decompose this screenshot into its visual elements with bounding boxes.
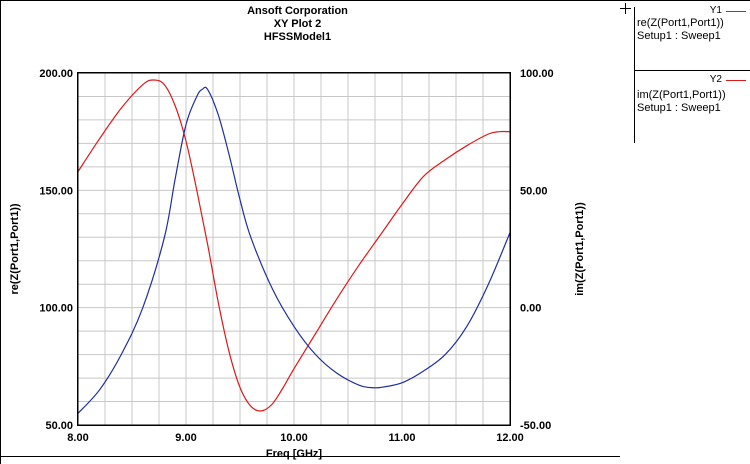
y-right-tick-label: -50.00 <box>520 420 551 432</box>
cursor-crosshair-icon-bar <box>620 8 631 9</box>
legend-entry-im[interactable]: im(Z(Port1,Port1)) Setup1 : Sweep1 <box>637 89 749 115</box>
legend-divider <box>635 70 750 71</box>
x-tick-label: 10.00 <box>280 432 308 444</box>
legend-panel[interactable]: Y1 re(Z(Port1,Port1)) Setup1 : Sweep1 Y2… <box>634 5 750 143</box>
legend-entry-re[interactable]: re(Z(Port1,Port1)) Setup1 : Sweep1 <box>637 17 749 43</box>
x-axis-title: Freq [GHz] <box>266 448 323 460</box>
legend-y1-swatch <box>726 11 746 12</box>
series-line-im <box>77 86 511 414</box>
x-tick-label: 12.00 <box>496 432 524 444</box>
y-right-tick-label: 100.00 <box>520 68 554 80</box>
y-left-tick-label: 200.00 <box>39 68 73 80</box>
x-tick-label: 8.00 <box>67 432 88 444</box>
legend-y2-axis-label: Y2 <box>709 74 722 85</box>
legend-y1-axis-label: Y1 <box>709 5 722 16</box>
legend-y2-swatch <box>726 80 746 81</box>
plot-border <box>77 72 511 426</box>
y-right-tick-label: 50.00 <box>520 185 548 197</box>
window-top-border <box>0 0 750 1</box>
window-bottom-rule <box>0 456 620 457</box>
model-title: HFSSModel1 <box>263 31 332 43</box>
company-title: Ansoft Corporation <box>247 5 348 17</box>
plot-title: XY Plot 2 <box>273 18 322 30</box>
window-left-border <box>0 0 1 464</box>
y-left-tick-label: 50.00 <box>45 420 73 432</box>
y-left-tick-label: 100.00 <box>39 303 73 315</box>
series-line-re <box>77 79 511 412</box>
legend-re-trace-name: re(Z(Port1,Port1)) <box>637 17 724 29</box>
y-right-axis-title: im(Z(Port1,Port1)) <box>574 202 586 296</box>
y-left-tick-label: 150.00 <box>39 185 73 197</box>
legend-im-setup: Setup1 : Sweep1 <box>637 102 721 114</box>
x-tick-label: 11.00 <box>389 432 416 444</box>
legend-re-setup: Setup1 : Sweep1 <box>637 30 721 42</box>
y-left-axis-title: re(Z(Port1,Port1)) <box>9 203 21 294</box>
legend-im-trace-name: im(Z(Port1,Port1)) <box>637 89 726 101</box>
y-right-tick-label: 0.00 <box>520 303 541 315</box>
x-tick-label: 9.00 <box>175 432 196 444</box>
